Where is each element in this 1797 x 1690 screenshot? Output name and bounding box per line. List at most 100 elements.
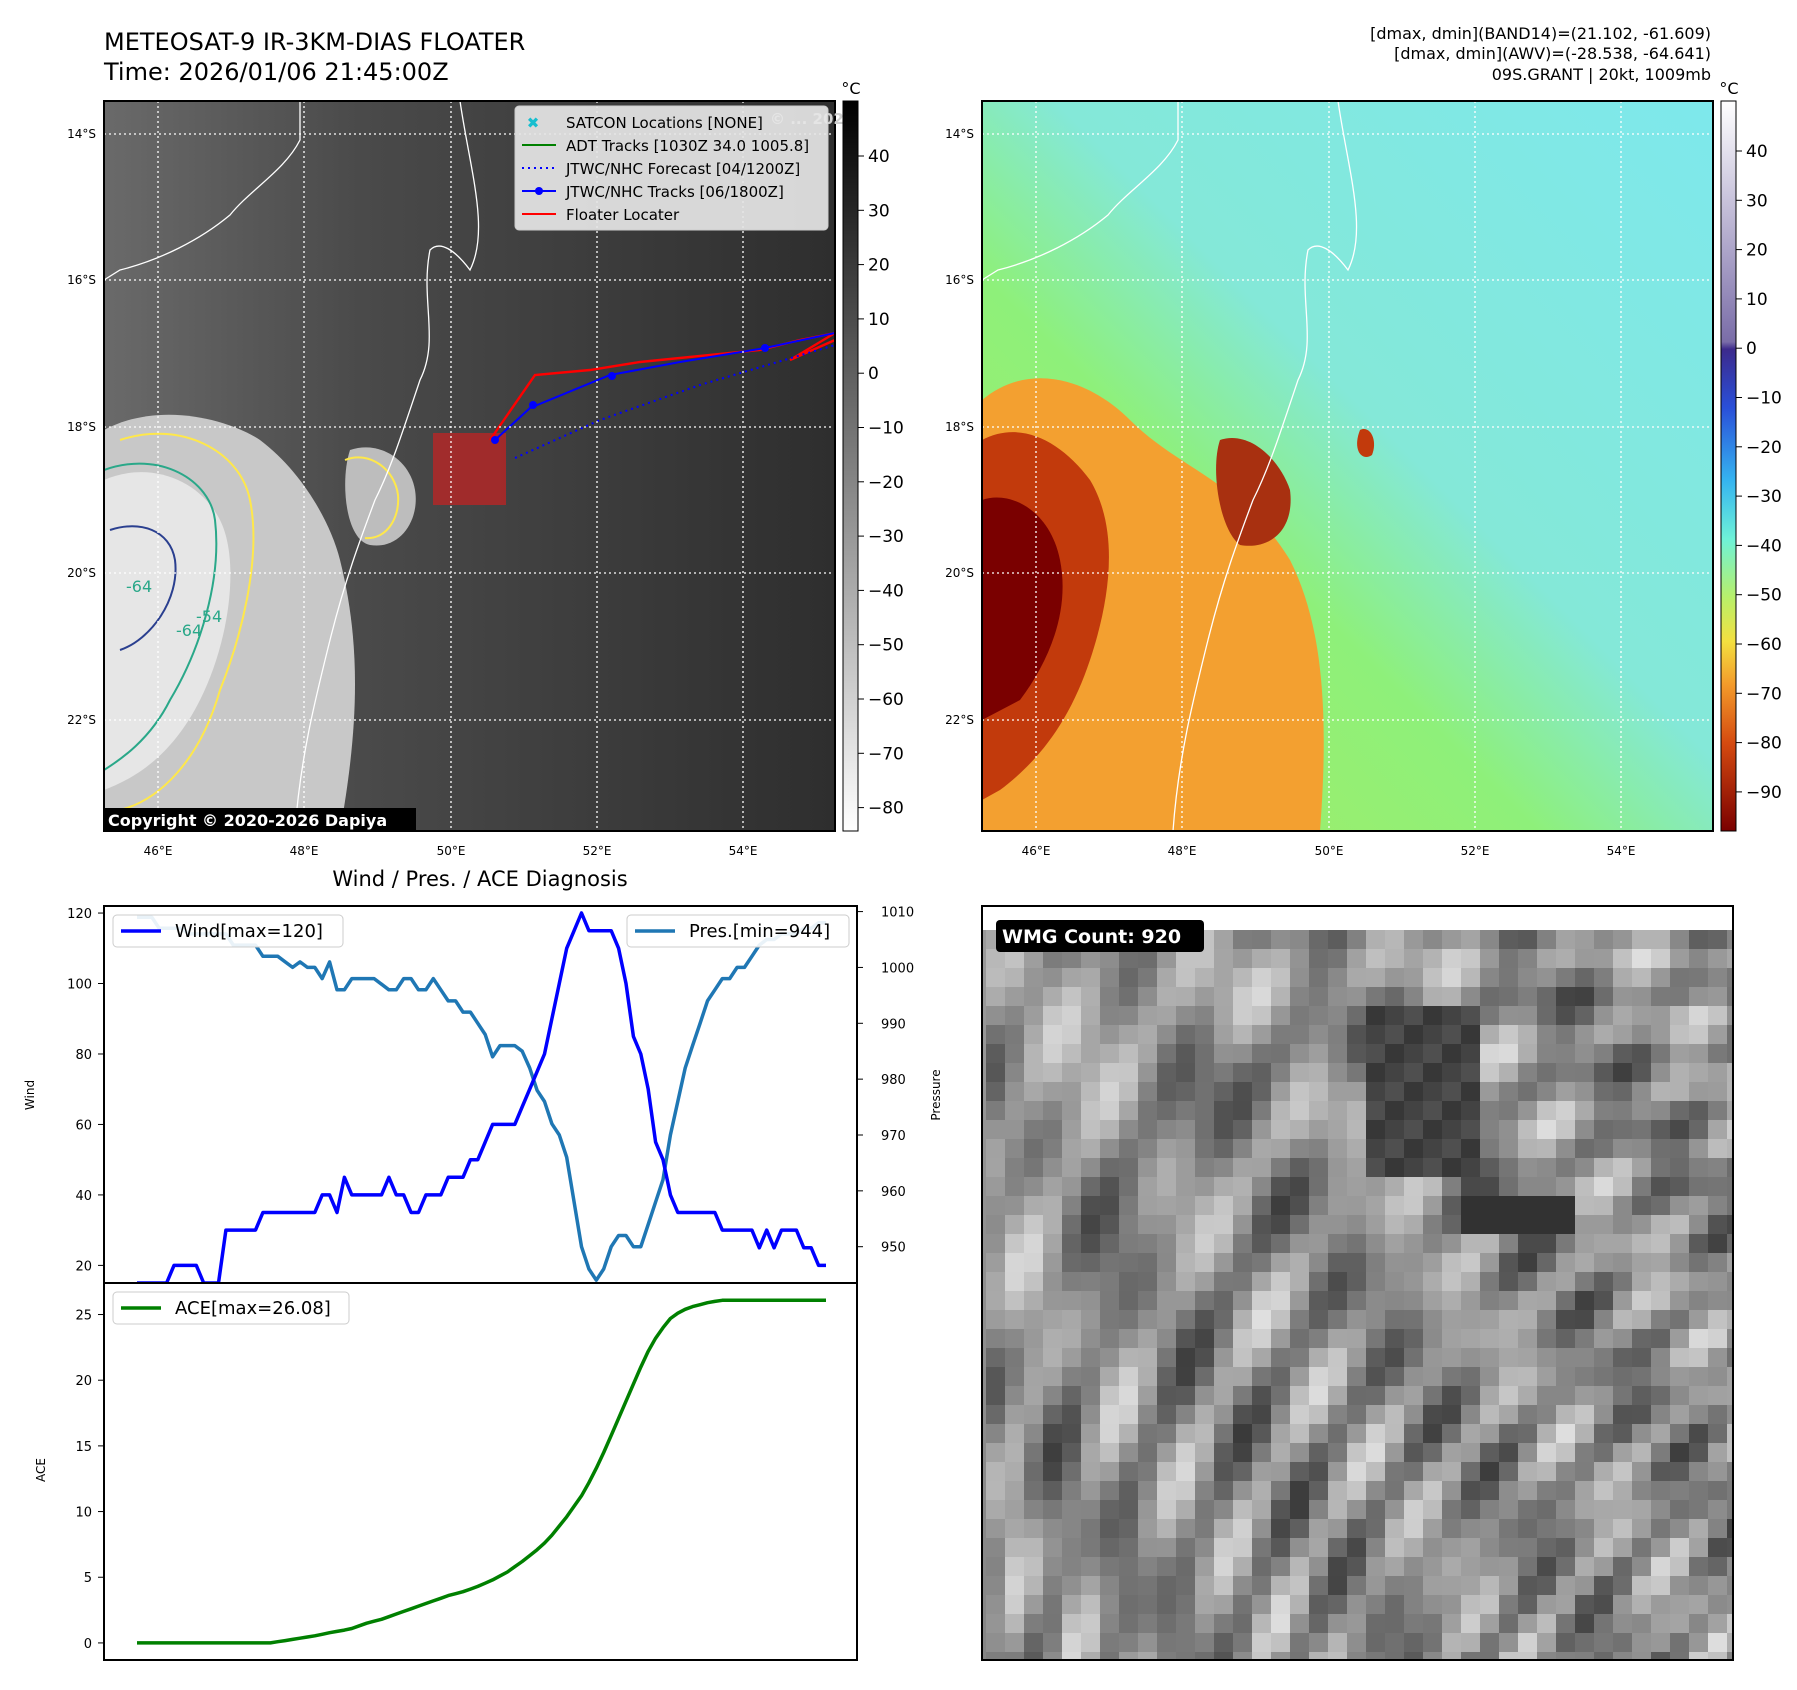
wmg-cell [1100, 1120, 1119, 1139]
wmg-cell [1423, 1177, 1442, 1196]
wmg-cell [1556, 1234, 1575, 1253]
wmg-cell [1062, 1177, 1081, 1196]
wmg-cell [1271, 1006, 1290, 1025]
wmg-cell [1043, 1652, 1062, 1660]
wmg-cell [1613, 1291, 1632, 1310]
wmg-cell [1366, 1614, 1385, 1633]
wmg-cell [1347, 1177, 1366, 1196]
wmg-cell [1670, 1652, 1689, 1660]
wmg-cell [1195, 1652, 1214, 1660]
wmg-cell [1043, 1595, 1062, 1614]
wmg-cell [1081, 1652, 1100, 1660]
wmg-cell [1347, 949, 1366, 968]
wmg-cell [1328, 1196, 1347, 1215]
wmg-cell [1176, 1044, 1195, 1063]
wmg-cell [1081, 1006, 1100, 1025]
wmg-cell [1252, 1557, 1271, 1576]
wmg-cell [1518, 1101, 1537, 1120]
wmg-cell [1005, 1481, 1024, 1500]
wmg-cell [1024, 1234, 1043, 1253]
ace-lines [137, 1298, 826, 1645]
wmg-cell [1214, 1576, 1233, 1595]
wmg-cell [1157, 1386, 1176, 1405]
wmg-cell [1499, 949, 1518, 968]
wmg-cell [1081, 1139, 1100, 1158]
wmg-cell [1195, 1519, 1214, 1538]
wmg-cell [1499, 1652, 1518, 1660]
wmg-cell [1632, 1196, 1651, 1215]
ace-tick-label: 15 [75, 1440, 92, 1455]
wmg-cell [1024, 1310, 1043, 1329]
wmg-cell [1138, 1215, 1157, 1234]
wmg-cell [1423, 1025, 1442, 1044]
wmg-cell [1556, 1595, 1575, 1614]
wmg-cell [1233, 1557, 1252, 1576]
wmg-cell [1594, 1120, 1613, 1139]
wmg-cell [1081, 1291, 1100, 1310]
wmg-cell [1081, 1576, 1100, 1595]
colorbar-tick-label: 20 [868, 256, 890, 276]
wmg-cell [1518, 1272, 1537, 1291]
wmg-cell [1271, 1101, 1290, 1120]
wmg-cell [1632, 1367, 1651, 1386]
wmg-cell [986, 1348, 1005, 1367]
wmg-cell [1119, 987, 1138, 1006]
wmg-cell [1461, 1633, 1480, 1652]
wmg-cell [1575, 1405, 1594, 1424]
wmg-cell [1613, 1310, 1632, 1329]
wmg-cell [1442, 1424, 1461, 1443]
wmg-cell [1480, 1291, 1499, 1310]
wmg-cell [1233, 1576, 1252, 1595]
wmg-cell [1195, 1101, 1214, 1120]
wmg-cell [1518, 1291, 1537, 1310]
wmg-cell [1727, 949, 1733, 968]
wmg-cell [1005, 1538, 1024, 1557]
wmg-cell [1328, 1576, 1347, 1595]
wmg-cell [1271, 1139, 1290, 1158]
wmg-cell [1309, 1310, 1328, 1329]
wmg-cell [1461, 1386, 1480, 1405]
wmg-cell [1100, 1614, 1119, 1633]
wmg-cell [1689, 1595, 1708, 1614]
wmg-cell [1214, 1500, 1233, 1519]
wmg-cell [1518, 1215, 1537, 1234]
wmg-cell [1043, 1576, 1062, 1595]
wmg-cell [1632, 1405, 1651, 1424]
wmg-cell [1613, 1348, 1632, 1367]
wmg-cell [1271, 1025, 1290, 1044]
wmg-cell [1005, 1253, 1024, 1272]
figure-time: Time: 2026/01/06 21:45:00Z [103, 58, 449, 86]
wmg-cell [1157, 1044, 1176, 1063]
wmg-cell [1024, 968, 1043, 987]
wmg-cell [1252, 1367, 1271, 1386]
wmg-cell [1309, 1386, 1328, 1405]
wmg-cell [1651, 1405, 1670, 1424]
wmg-cell [1461, 1082, 1480, 1101]
wmg-cell [1594, 1329, 1613, 1348]
wmg-cell [1613, 1633, 1632, 1652]
wmg-cell [1366, 968, 1385, 987]
wmg-cell [1214, 1519, 1233, 1538]
wmg-cell [1613, 1462, 1632, 1481]
wmg-cell [1043, 1310, 1062, 1329]
wmg-cell [1290, 1500, 1309, 1519]
wmg-cell [1613, 1177, 1632, 1196]
wmg-cell [1727, 1557, 1733, 1576]
wmg-cell [1271, 1253, 1290, 1272]
wmg-cell [1233, 1329, 1252, 1348]
wmg-cell [1651, 1120, 1670, 1139]
wmg-cell [1670, 1234, 1689, 1253]
wmg-cell [1252, 949, 1271, 968]
wmg-cell [1613, 1576, 1632, 1595]
wmg-cell [1062, 1101, 1081, 1120]
wmg-cell [1024, 1386, 1043, 1405]
wmg-cell [1062, 1006, 1081, 1025]
wmg-cell [1404, 1348, 1423, 1367]
wmg-cell [1062, 1557, 1081, 1576]
wmg-cell [1632, 1025, 1651, 1044]
wmg-cell [1727, 1481, 1733, 1500]
lon-tick-label: 52°E [1461, 844, 1490, 858]
wmg-cell [1423, 949, 1442, 968]
